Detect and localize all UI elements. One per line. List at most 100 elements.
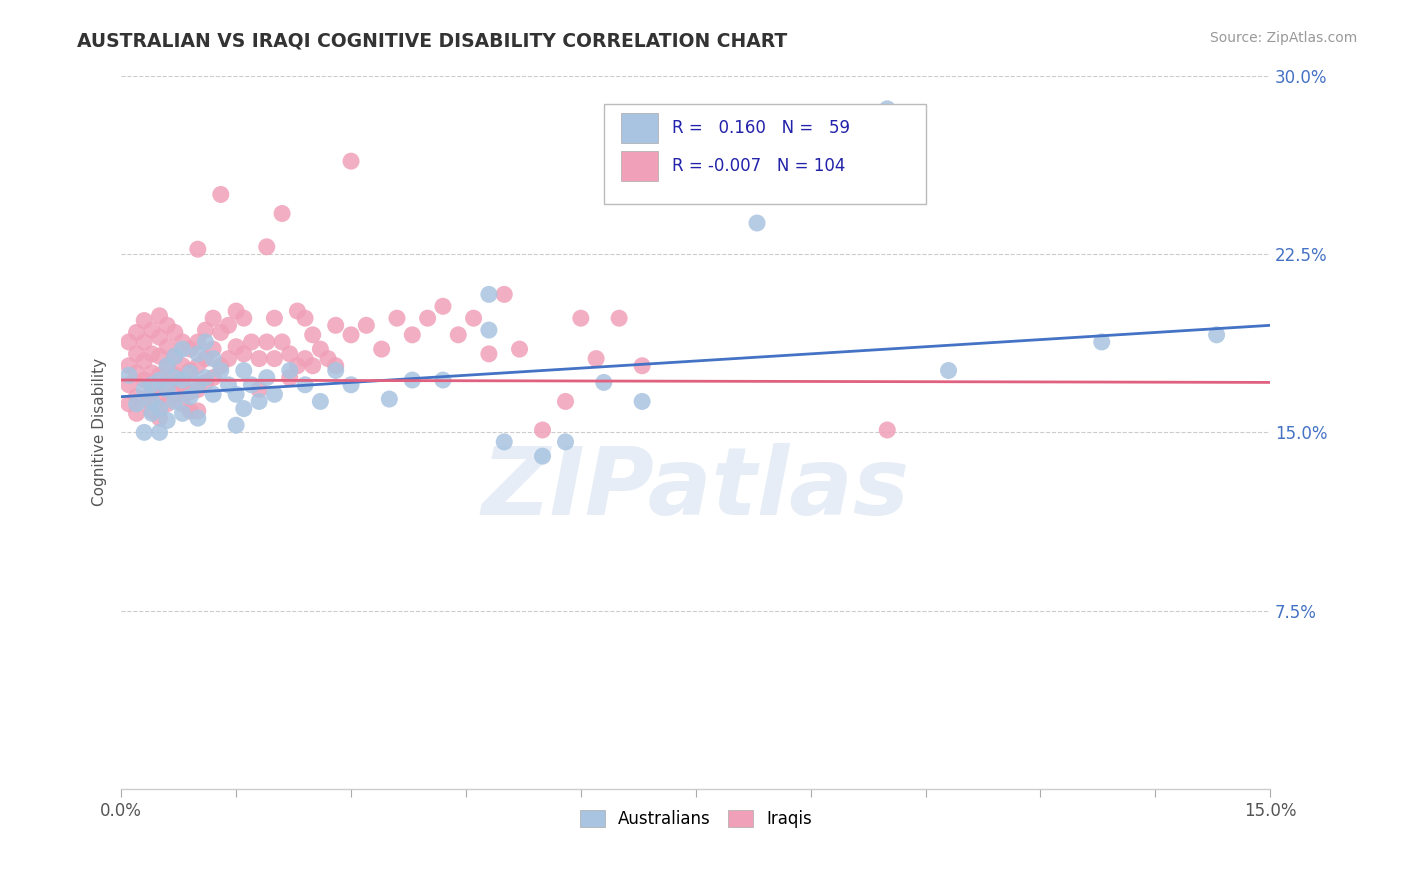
Point	[569, 311, 592, 326]
Point	[141, 384, 163, 399]
Point	[209, 359, 232, 373]
Point	[225, 304, 247, 318]
Point	[187, 404, 209, 418]
Point	[163, 349, 186, 363]
Point	[118, 397, 141, 411]
Point	[401, 327, 423, 342]
Point	[156, 340, 179, 354]
Point	[156, 383, 179, 397]
Point	[745, 216, 768, 230]
Point	[134, 354, 156, 368]
Point	[179, 384, 201, 399]
Point	[179, 342, 201, 356]
Point	[631, 359, 654, 373]
Point	[554, 394, 576, 409]
Point	[494, 287, 516, 301]
Point	[125, 390, 148, 404]
Point	[278, 370, 301, 384]
Point	[194, 323, 217, 337]
Point	[156, 318, 179, 333]
Point	[240, 334, 263, 349]
Point	[141, 377, 163, 392]
Point	[141, 347, 163, 361]
Point	[325, 318, 347, 333]
Point	[172, 342, 194, 356]
Point	[509, 342, 531, 356]
Point	[187, 242, 209, 256]
Text: R =   0.160   N =   59: R = 0.160 N = 59	[672, 119, 849, 136]
Point	[148, 425, 170, 440]
Point	[134, 392, 156, 406]
Bar	[621, 112, 658, 143]
Point	[301, 359, 323, 373]
Point	[225, 340, 247, 354]
Point	[179, 390, 201, 404]
Text: ZIPatlas: ZIPatlas	[482, 443, 910, 535]
Point	[294, 311, 316, 326]
Point	[217, 318, 239, 333]
Point	[301, 327, 323, 342]
Point	[163, 370, 186, 384]
Point	[163, 326, 186, 340]
Point	[531, 449, 554, 463]
Point	[148, 349, 170, 363]
Point	[172, 397, 194, 411]
Point	[118, 368, 141, 383]
Point	[172, 334, 194, 349]
Point	[118, 377, 141, 392]
Point	[232, 363, 254, 377]
Point	[585, 351, 607, 366]
Point	[217, 351, 239, 366]
Point	[287, 304, 309, 318]
Point	[247, 383, 270, 397]
Point	[141, 366, 163, 380]
Point	[876, 423, 898, 437]
Point	[271, 334, 294, 349]
Point	[179, 404, 201, 418]
Point	[202, 387, 225, 401]
Point	[209, 363, 232, 377]
Point	[1091, 334, 1114, 349]
Point	[148, 309, 170, 323]
Point	[194, 351, 217, 366]
Point	[256, 370, 278, 384]
Point	[271, 206, 294, 220]
Point	[247, 351, 270, 366]
Point	[531, 423, 554, 437]
Point	[478, 287, 501, 301]
Point	[187, 359, 209, 373]
Point	[148, 373, 170, 387]
Point	[309, 342, 332, 356]
Point	[325, 363, 347, 377]
Point	[118, 334, 141, 349]
Point	[232, 311, 254, 326]
Point	[232, 347, 254, 361]
Point	[202, 311, 225, 326]
Point	[225, 418, 247, 433]
Point	[194, 334, 217, 349]
Point	[125, 347, 148, 361]
Point	[278, 347, 301, 361]
Point	[187, 334, 209, 349]
Point	[447, 327, 470, 342]
Point	[256, 240, 278, 254]
Point	[209, 187, 232, 202]
Point	[256, 334, 278, 349]
Point	[631, 394, 654, 409]
Point	[278, 363, 301, 377]
Point	[356, 318, 378, 333]
Point	[247, 394, 270, 409]
Point	[294, 351, 316, 366]
Point	[141, 404, 163, 418]
Point	[385, 311, 408, 326]
Point	[202, 370, 225, 384]
Point	[340, 327, 363, 342]
Point	[340, 154, 363, 169]
Point	[340, 377, 363, 392]
Point	[134, 373, 156, 387]
Point	[125, 366, 148, 380]
Text: R = -0.007   N = 104: R = -0.007 N = 104	[672, 157, 845, 175]
Point	[134, 313, 156, 327]
Point	[325, 359, 347, 373]
Point	[1205, 327, 1227, 342]
